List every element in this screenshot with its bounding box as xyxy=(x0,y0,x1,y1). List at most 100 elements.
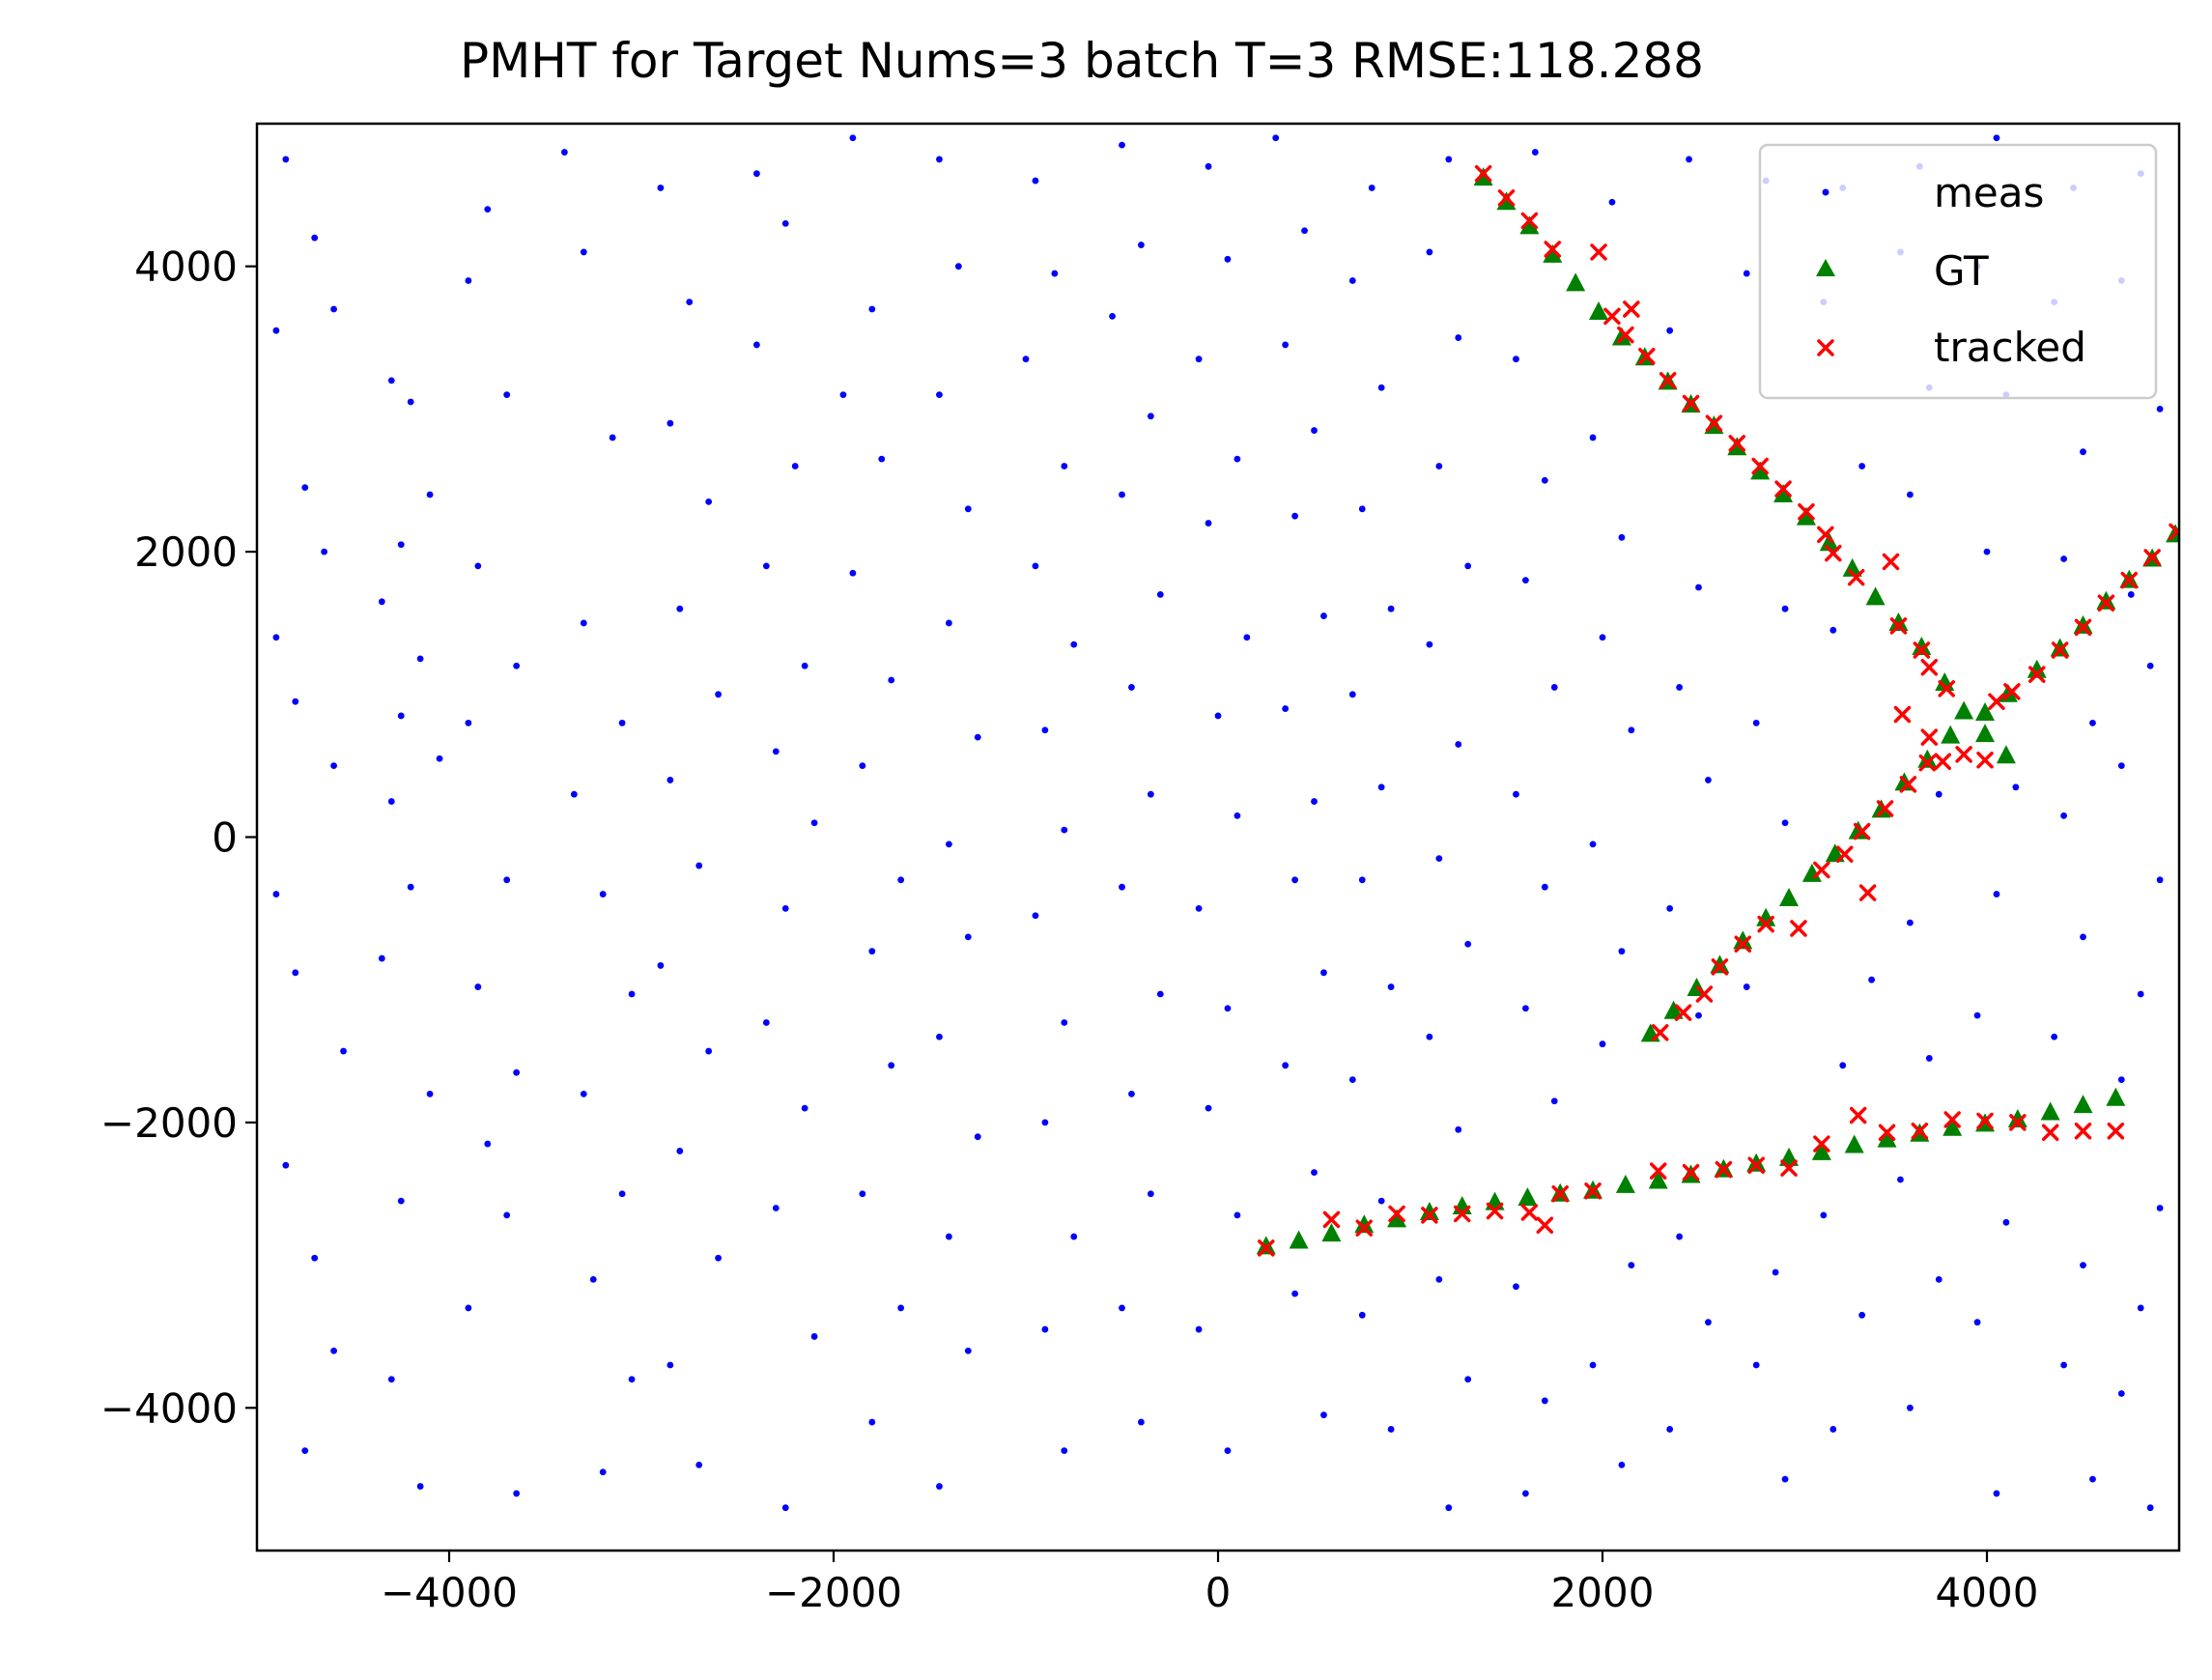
meas-point xyxy=(1291,512,1298,520)
tracked-point xyxy=(1976,1112,1994,1130)
meas-point xyxy=(1041,1325,1049,1333)
meas-point xyxy=(1156,990,1164,998)
meas-point xyxy=(484,206,492,214)
gt-point xyxy=(2040,1101,2060,1121)
meas-point xyxy=(1387,1426,1395,1433)
gt-point xyxy=(1543,243,1563,263)
tracked-point xyxy=(2143,549,2161,566)
meas-point xyxy=(1348,1076,1356,1083)
meas-point xyxy=(954,263,962,271)
gt-point xyxy=(1648,1170,1668,1189)
meas-point xyxy=(282,1161,290,1169)
meas-point xyxy=(810,1333,818,1340)
meas-point xyxy=(1368,185,1375,191)
meas-point xyxy=(474,562,482,570)
tracked-point xyxy=(1876,800,1894,817)
meas-point xyxy=(1224,1005,1232,1012)
meas-point xyxy=(2060,1361,2068,1369)
meas-point xyxy=(1666,904,1674,912)
legend-marker-meas xyxy=(1822,188,1829,196)
tracked-point xyxy=(1674,1004,1692,1021)
meas-point xyxy=(1541,1397,1548,1405)
tracked-point xyxy=(2074,1123,2092,1140)
gt-point xyxy=(1727,437,1747,456)
meas-point xyxy=(436,755,443,762)
meas-point xyxy=(407,398,414,406)
meas-point xyxy=(1608,198,1616,206)
meas-point xyxy=(1522,577,1529,584)
meas-point xyxy=(897,1304,905,1312)
meas-point xyxy=(503,391,511,399)
meas-point xyxy=(321,548,328,555)
gt-point xyxy=(2106,1087,2126,1106)
tracked-point xyxy=(1258,1239,1275,1257)
tracked-point xyxy=(1847,568,1865,586)
meas-point xyxy=(1513,790,1519,798)
meas-point xyxy=(1320,1411,1327,1419)
meas-point xyxy=(1743,270,1750,277)
meas-point xyxy=(272,327,280,334)
meas-point xyxy=(762,1019,770,1026)
meas-point xyxy=(1195,1325,1203,1333)
meas-point xyxy=(513,1490,521,1497)
meas-point xyxy=(416,1483,424,1490)
meas-point xyxy=(936,391,943,399)
meas-point xyxy=(1109,312,1116,320)
gt-point xyxy=(1517,1187,1538,1207)
legend-marker-gt xyxy=(1816,259,1835,276)
series-meas xyxy=(272,134,2164,1512)
meas-point xyxy=(1464,940,1472,948)
meas-point xyxy=(272,634,280,641)
meas-point xyxy=(1781,1475,1789,1483)
meas-point xyxy=(1032,177,1039,185)
meas-point xyxy=(791,463,799,470)
meas-point xyxy=(1070,641,1078,648)
tracked-point xyxy=(1551,1185,1569,1203)
meas-point xyxy=(1993,1490,2000,1497)
meas-point xyxy=(1531,149,1539,156)
tracked-point xyxy=(2051,641,2069,659)
tracked-point xyxy=(1584,1182,1602,1200)
meas-point xyxy=(1138,1418,1145,1426)
meas-point xyxy=(1156,591,1164,598)
tracked-point xyxy=(1497,189,1516,207)
meas-point xyxy=(628,990,636,998)
tracked-point xyxy=(1544,241,1562,258)
meas-point xyxy=(1435,855,1443,863)
meas-point xyxy=(781,219,789,227)
meas-point xyxy=(2060,555,2068,562)
meas-point xyxy=(301,1447,309,1455)
meas-point xyxy=(666,1361,674,1369)
meas-point xyxy=(686,299,694,306)
meas-point xyxy=(1599,634,1606,641)
meas-point xyxy=(1348,277,1356,284)
gt-point xyxy=(1387,1209,1407,1228)
meas-point xyxy=(1282,705,1290,712)
meas-point xyxy=(2117,1076,2125,1083)
meas-point xyxy=(2080,933,2086,941)
tracked-point xyxy=(1882,553,1900,571)
x-tick-label: −4000 xyxy=(381,1569,518,1616)
meas-point xyxy=(1829,626,1837,634)
meas-point xyxy=(474,983,482,990)
tracked-point xyxy=(1682,394,1700,413)
meas-point xyxy=(1772,1268,1779,1276)
tracked-point xyxy=(1747,1156,1765,1174)
meas-point xyxy=(897,876,905,884)
meas-point xyxy=(1618,948,1626,955)
tracked-point xyxy=(1757,915,1774,933)
legend-label-tracked: tracked xyxy=(1934,324,2086,371)
tracked-point xyxy=(1911,1123,1929,1140)
tracked-point xyxy=(1711,958,1729,976)
meas-point xyxy=(2156,1205,2164,1211)
meas-point xyxy=(657,962,665,969)
tracked-point xyxy=(1988,693,2005,710)
tracked-point xyxy=(1853,822,1871,840)
meas-point xyxy=(397,541,405,549)
gt-point xyxy=(1256,1236,1276,1255)
tracked-point xyxy=(1835,845,1854,863)
tracked-point xyxy=(2003,683,2021,700)
meas-point xyxy=(695,1461,703,1468)
meas-point xyxy=(1205,162,1212,170)
